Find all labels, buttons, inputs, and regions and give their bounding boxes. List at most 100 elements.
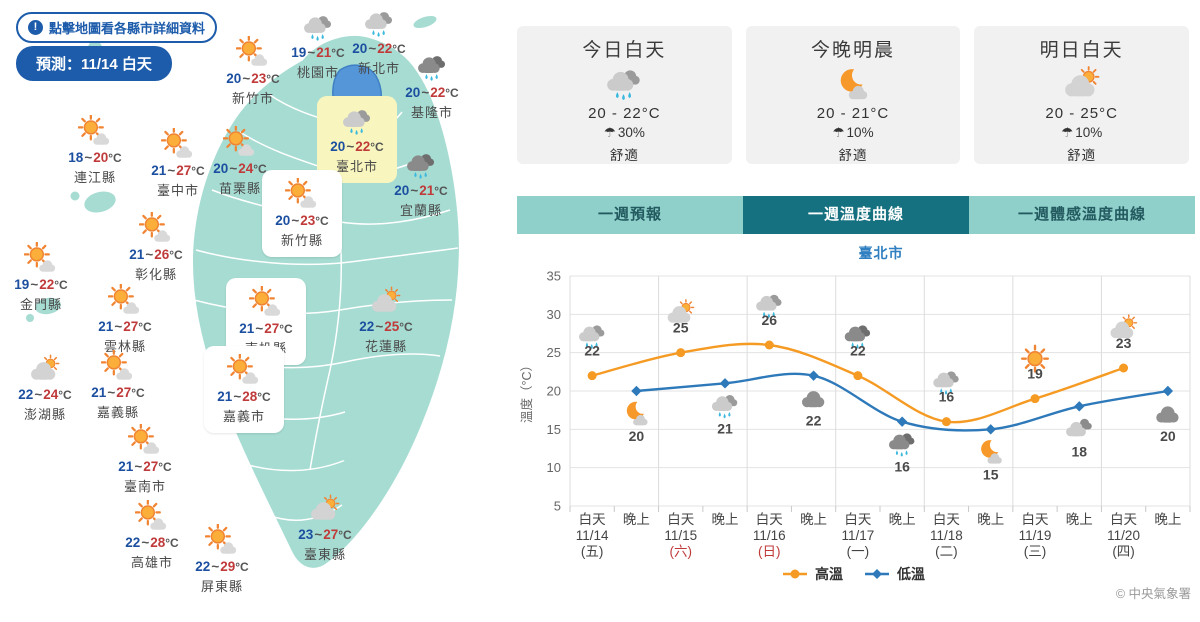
station-name: 新北市: [357, 61, 400, 76]
station-temp: 19~22°C: [14, 277, 68, 292]
tab-3[interactable]: 一週體感溫度曲線: [969, 196, 1195, 234]
map-station-6[interactable]: 20~21°C 宜蘭縣: [377, 148, 465, 219]
map-station-12[interactable]: 19~22°C 金門縣: [0, 242, 85, 313]
svg-text:15: 15: [983, 466, 999, 482]
station-name: 臺南市: [123, 479, 166, 494]
station-name: 屏東縣: [200, 579, 243, 594]
tab-1[interactable]: 一週預報: [517, 196, 743, 234]
svg-text:11/16: 11/16: [753, 528, 786, 543]
svg-text:10: 10: [547, 460, 561, 475]
svg-text:溫度（°C）: 溫度（°C）: [519, 359, 534, 423]
map-station-2[interactable]: 20~22°C 新北市: [335, 6, 423, 77]
station-name: 嘉義縣: [96, 405, 139, 420]
station-temp: 19~21°C: [291, 45, 345, 60]
svg-text:白天: 白天: [933, 512, 960, 527]
sun-cloud-icon: [161, 128, 195, 162]
station-name: 花蓮縣: [364, 339, 407, 354]
station-temp: 20~22°C: [330, 139, 384, 154]
map-station-7[interactable]: 18~20°C 連江縣: [51, 115, 139, 186]
sun-cloud-icon: [78, 115, 112, 149]
station-temp: 23~27°C: [298, 527, 352, 542]
svg-text:23: 23: [1116, 335, 1132, 351]
svg-text:20: 20: [1160, 428, 1176, 444]
svg-text:21: 21: [717, 420, 733, 436]
map-station-21[interactable]: 22~29°C 屏東縣: [178, 524, 266, 595]
map-station-17[interactable]: 21~27°C 嘉義縣: [74, 350, 162, 421]
forecast-time-badge: 預測：11/14 白天: [16, 46, 172, 81]
station-temp: 20~21°C: [394, 183, 448, 198]
map-station-19[interactable]: 21~27°C 臺南市: [101, 424, 189, 495]
map-station-8[interactable]: 21~27°C 臺中市: [134, 128, 222, 199]
map-station-4[interactable]: 20~23°C 新竹市: [209, 36, 297, 107]
info-icon: !: [28, 20, 43, 35]
map-station-1[interactable]: 19~21°C 桃園市: [274, 10, 362, 81]
map-station-20[interactable]: 22~28°C 高雄市: [108, 500, 196, 571]
station-temp: 21~27°C: [98, 319, 152, 334]
rain-icon: [362, 6, 396, 40]
map-station-3[interactable]: 20~22°C 基隆市: [388, 50, 476, 121]
map-station-16[interactable]: 22~24°C 澎湖縣: [1, 352, 89, 423]
umbrella-icon: ☂: [832, 125, 845, 140]
map-station-10[interactable]: 20~23°C 新竹縣: [262, 170, 342, 257]
map-hint-text: 點擊地圖看各縣市詳細資料: [49, 21, 206, 36]
svg-text:26: 26: [761, 312, 777, 328]
umbrella-icon: ☂: [1061, 125, 1074, 140]
forecast-card-2: 今晚明晨 20 - 21°C ☂ 10% 舒適: [745, 26, 961, 164]
svg-text:5: 5: [554, 499, 561, 514]
moon-cloud-icon: [825, 63, 881, 104]
cloud-sun-icon: [1054, 63, 1110, 104]
map-station-11[interactable]: 21~26°C 彰化縣: [112, 212, 200, 283]
summary-cards: 今日白天 20 - 22°C ☂ 30% 舒適 今晚明晨 20 - 21°C ☂ 10% 舒適 明日…: [517, 26, 1190, 164]
sun-cloud-icon: [108, 284, 142, 318]
svg-text:25: 25: [673, 320, 689, 336]
copyright-text: © 中央氣象署: [1116, 586, 1191, 601]
station-name: 苗栗縣: [218, 181, 261, 196]
svg-text:(五): (五): [581, 544, 604, 559]
tab-2[interactable]: 一週溫度曲線: [743, 196, 969, 234]
cloud-dark-icon: [1156, 406, 1178, 422]
svg-text:(三): (三): [1024, 544, 1047, 559]
sun-cloud-icon: [285, 178, 319, 212]
svg-text:(六): (六): [669, 544, 692, 559]
legend-label-2: 低溫: [896, 566, 925, 582]
map-station-9[interactable]: 20~24°C 苗栗縣: [196, 126, 284, 197]
svg-text:11/17: 11/17: [841, 528, 874, 543]
station-name: 新竹縣: [280, 233, 323, 248]
svg-text:11/15: 11/15: [664, 528, 697, 543]
rain-icon: [340, 104, 374, 138]
svg-text:白天: 白天: [579, 512, 606, 527]
svg-text:20: 20: [547, 384, 561, 399]
station-name: 臺中市: [156, 183, 199, 198]
station-name: 金門縣: [19, 297, 62, 312]
svg-text:11/14: 11/14: [576, 528, 609, 543]
card-comfort: 舒適: [609, 148, 639, 163]
card-temperature: 20 - 21°C: [816, 105, 890, 122]
sun-cloud-icon: [139, 212, 173, 246]
svg-text:(四): (四): [1112, 544, 1135, 559]
sun-cloud-icon: [128, 424, 162, 458]
taiwan-map: ! 點擊地圖看各縣市詳細資料 預測：11/14 白天 19~21°C 桃園市 20~…: [0, 0, 510, 622]
map-station-13[interactable]: 21~27°C 雲林縣: [81, 284, 169, 355]
map-station-18[interactable]: 21~28°C 嘉義市: [204, 346, 284, 433]
station-name: 臺北市: [335, 159, 378, 174]
card-rain-probability: ☂ 30%: [603, 125, 645, 140]
card-title: 今日白天: [582, 40, 667, 61]
chart-title: 臺北市: [858, 245, 904, 261]
svg-text:30: 30: [547, 307, 561, 322]
umbrella-icon: ☂: [603, 125, 616, 140]
svg-text:(二): (二): [935, 544, 958, 559]
map-station-5[interactable]: 20~22°C 臺北市: [317, 96, 397, 183]
map-station-22[interactable]: 23~27°C 臺東縣: [281, 492, 369, 563]
station-temp: 20~22°C: [405, 85, 459, 100]
station-name: 新竹市: [231, 91, 274, 106]
rain-dark-icon: [889, 433, 914, 456]
rain-dark-icon: [404, 148, 438, 182]
card-rain-probability: ☂ 10%: [1061, 125, 1103, 140]
rain-icon: [301, 10, 335, 44]
sun-cloud-icon: [135, 500, 169, 534]
svg-text:16: 16: [939, 389, 955, 405]
map-station-15[interactable]: 22~25°C 花蓮縣: [342, 284, 430, 355]
svg-text:11/18: 11/18: [930, 528, 963, 543]
svg-text:白天: 白天: [1022, 512, 1050, 527]
